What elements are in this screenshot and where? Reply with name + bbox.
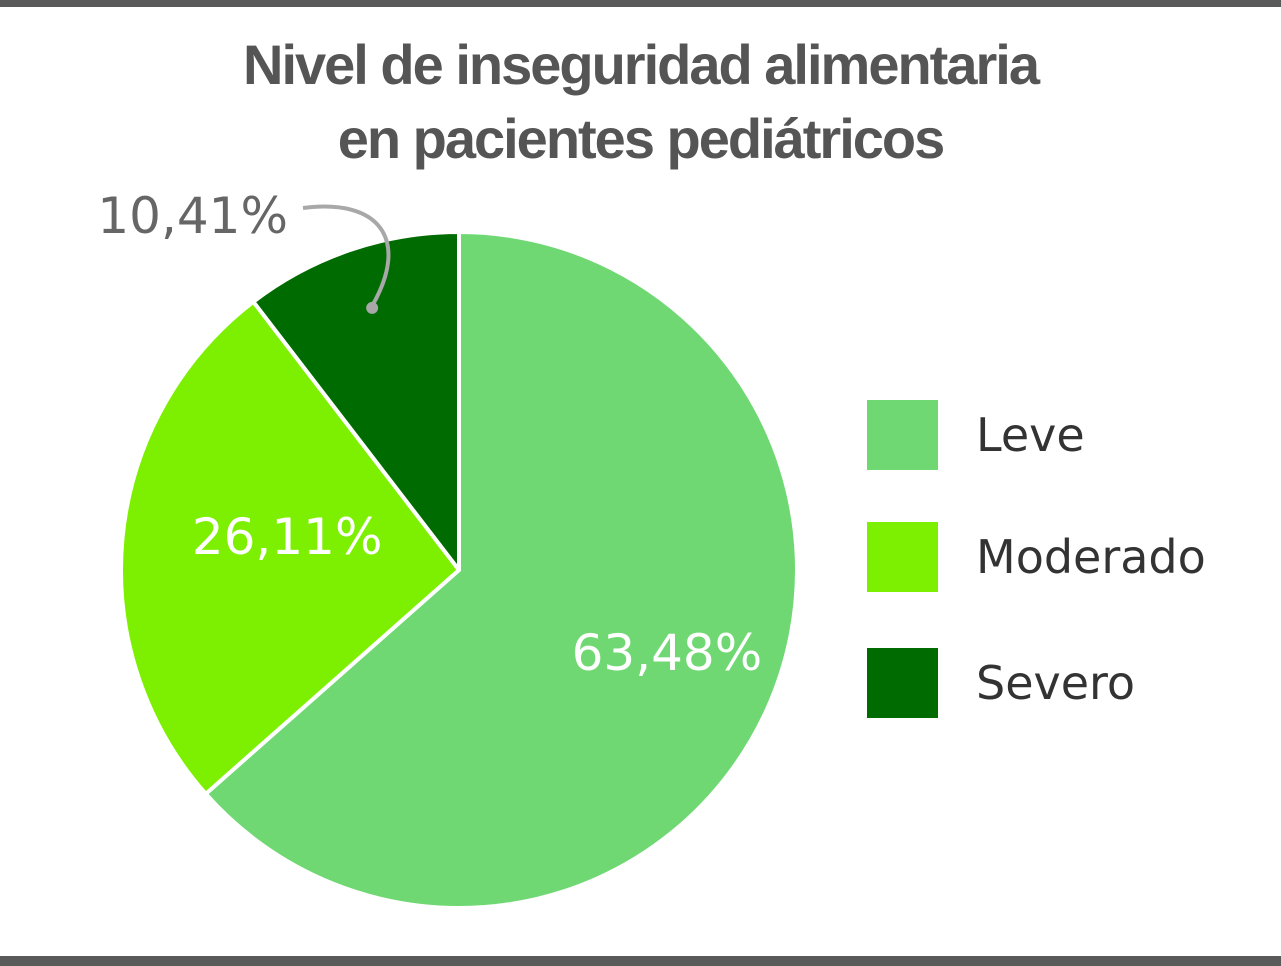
legend-label-moderado: Moderado bbox=[976, 530, 1206, 584]
legend-swatch-leve bbox=[867, 400, 938, 470]
callout-dot-severo bbox=[366, 301, 379, 314]
pie-slice-leve bbox=[203, 230, 799, 910]
slice-label-leve: 63,48% bbox=[572, 624, 763, 682]
slice-label-severo: 10,41% bbox=[97, 187, 288, 245]
bottom-rule bbox=[0, 956, 1281, 966]
chart-title-line-1: Nivel de inseguridad alimentaria bbox=[243, 33, 1040, 96]
pie-labels: 63,48% 26,11% 10,41% bbox=[97, 187, 762, 682]
chart-title-line-2: en pacientes pediátricos bbox=[337, 107, 946, 170]
pie-slice-moderado bbox=[119, 299, 461, 796]
pie-slice-severo bbox=[251, 230, 461, 572]
legend-item-moderado: Moderado bbox=[867, 522, 1206, 592]
top-rule bbox=[0, 0, 1281, 7]
chart-title: Nivel de inseguridad alimentaria en paci… bbox=[0, 28, 1281, 176]
legend-label-severo: Severo bbox=[976, 656, 1136, 710]
legend-swatch-severo bbox=[867, 648, 938, 718]
legend: Leve Moderado Severo bbox=[867, 400, 1206, 770]
legend-label-leve: Leve bbox=[976, 408, 1085, 462]
legend-item-severo: Severo bbox=[867, 648, 1206, 718]
legend-item-leve: Leve bbox=[867, 400, 1206, 470]
pie-slices bbox=[119, 230, 799, 910]
legend-swatch-moderado bbox=[867, 522, 938, 592]
callout-line-severo bbox=[302, 204, 391, 307]
slice-label-moderado: 26,11% bbox=[192, 508, 383, 566]
